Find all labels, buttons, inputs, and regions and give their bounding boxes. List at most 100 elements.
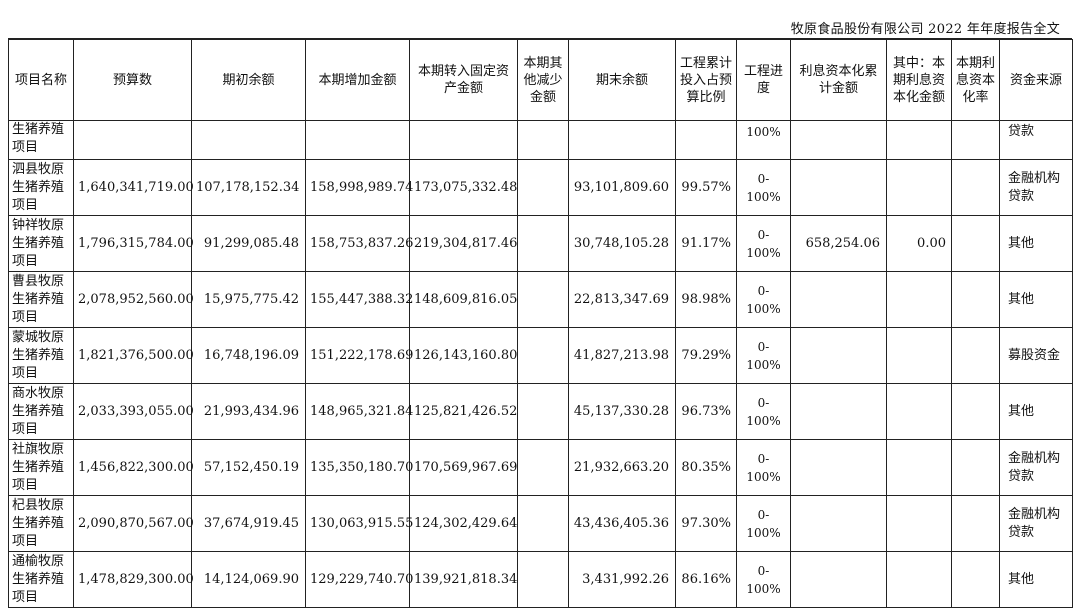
interest-cumulative-cell — [790, 495, 887, 552]
column-header: 预算数 — [73, 39, 192, 121]
increase-cell: 135,350,180.70 — [305, 439, 413, 496]
other-decrease-cell — [517, 159, 569, 216]
budget-ratio-cell: 99.57% — [675, 159, 737, 216]
increase-cell: 158,998,989.74 — [305, 159, 413, 216]
increase-cell: 151,222,178.69 — [305, 327, 413, 384]
progress-cell: 0-100% — [736, 271, 791, 328]
closing-balance-cell: 22,813,347.69 — [568, 271, 676, 328]
budget-ratio-cell: 86.16% — [675, 551, 737, 608]
closing-balance-cell: 3,431,992.26 — [568, 551, 676, 608]
project-name-cell: 泗县牧原生猪养殖项目 — [8, 159, 74, 216]
table-row: 蒙城牧原生猪养殖项目 1,821,376,500.00 16,748,196.09 1… — [8, 327, 1073, 384]
transfer-cell — [409, 120, 518, 160]
interest-rate-cell — [951, 327, 1000, 384]
other-decrease-cell — [517, 215, 569, 272]
closing-balance-cell: 93,101,809.60 — [568, 159, 676, 216]
budget-cell: 1,821,376,500.00 — [73, 327, 194, 384]
fund-source-cell: 募股资金 — [999, 327, 1073, 384]
opening-balance-cell: 37,674,919.45 — [191, 495, 306, 552]
project-name-cell: 商水牧原生猪养殖项目 — [8, 383, 74, 440]
increase-cell: 155,447,388.32 — [305, 271, 413, 328]
budget-ratio-cell: 79.29% — [675, 327, 737, 384]
budget-cell: 1,640,341,719.00 — [73, 159, 194, 216]
progress-cell: 0-100% — [736, 495, 791, 552]
project-name-cell: 钟祥牧原生猪养殖项目 — [8, 215, 74, 272]
increase-cell: 130,063,915.55 — [305, 495, 413, 552]
interest-current-cell: 0.00 — [886, 215, 952, 272]
budget-cell — [73, 120, 192, 160]
fund-source-cell: 贷款 — [999, 120, 1073, 160]
interest-current-cell — [886, 551, 952, 608]
opening-balance-cell: 14,124,069.90 — [191, 551, 306, 608]
interest-current-cell — [886, 383, 952, 440]
progress-cell: 0-100% — [736, 159, 791, 216]
column-header: 工程累计投入占预算比例 — [675, 39, 737, 121]
other-decrease-cell — [517, 439, 569, 496]
opening-balance-cell: 107,178,152.34 — [191, 159, 306, 216]
interest-cumulative-cell — [790, 271, 887, 328]
column-header: 其中：本期利息资本化金额 — [886, 39, 952, 121]
transfer-cell: 148,609,816.05 — [409, 271, 518, 328]
interest-rate-cell — [951, 495, 1000, 552]
closing-balance-cell: 21,932,663.20 — [568, 439, 676, 496]
transfer-cell: 219,304,817.46 — [409, 215, 518, 272]
closing-balance-cell: 45,137,330.28 — [568, 383, 676, 440]
column-header: 工程进度 — [736, 39, 791, 121]
interest-current-cell — [886, 120, 952, 160]
column-header: 本期其他减少金额 — [517, 39, 569, 121]
interest-rate-cell — [951, 215, 1000, 272]
opening-balance-cell: 16,748,196.09 — [191, 327, 306, 384]
budget-cell: 1,796,315,784.00 — [73, 215, 194, 272]
table-row: 杞县牧原生猪养殖项目 2,090,870,567.00 37,674,919.45 1… — [8, 495, 1073, 552]
interest-cumulative-cell — [790, 383, 887, 440]
table-row: 通榆牧原生猪养殖项目 1,478,829,300.00 14,124,069.90 1… — [8, 551, 1073, 608]
increase-cell — [305, 120, 410, 160]
column-header: 本期利息资本化率 — [951, 39, 1000, 121]
interest-rate-cell — [951, 271, 1000, 328]
closing-balance-cell: 43,436,405.36 — [568, 495, 676, 552]
project-name-cell: 生猪养殖项目 — [8, 120, 74, 160]
budget-ratio-cell — [675, 120, 737, 160]
progress-cell: 0-100% — [736, 215, 791, 272]
budget-ratio-cell: 98.98% — [675, 271, 737, 328]
fund-source-cell: 其他 — [999, 215, 1073, 272]
other-decrease-cell — [517, 120, 569, 160]
interest-cumulative-cell — [790, 439, 887, 496]
table-row: 泗县牧原生猪养殖项目 1,640,341,719.00 107,178,152.34… — [8, 159, 1073, 216]
interest-current-cell — [886, 495, 952, 552]
budget-ratio-cell: 91.17% — [675, 215, 737, 272]
page-header: 牧原食品股份有限公司 2022 年年度报告全文 — [790, 22, 1060, 37]
fund-source-cell: 金融机构贷款 — [999, 159, 1073, 216]
budget-ratio-cell: 97.30% — [675, 495, 737, 552]
transfer-cell: 170,569,967.69 — [409, 439, 518, 496]
project-name-cell: 曹县牧原生猪养殖项目 — [8, 271, 74, 328]
header-rule — [8, 38, 1072, 39]
interest-current-cell — [886, 271, 952, 328]
project-name-cell: 通榆牧原生猪养殖项目 — [8, 551, 74, 608]
construction-projects-table: 项目名称 预算数 期初余额 本期增加金额 本期转入固定资产金额 本期其他减少金额 期末余额工… — [8, 39, 1073, 608]
increase-cell: 129,229,740.70 — [305, 551, 413, 608]
table-row: 社旗牧原生猪养殖项目 1,456,822,300.00 57,152,450.19 1… — [8, 439, 1073, 496]
progress-cell: 0-100% — [736, 327, 791, 384]
opening-balance-cell: 21,993,434.96 — [191, 383, 306, 440]
project-name-cell: 蒙城牧原生猪养殖项目 — [8, 327, 74, 384]
budget-cell: 2,078,952,560.00 — [73, 271, 194, 328]
interest-rate-cell — [951, 120, 1000, 160]
interest-cumulative-cell — [790, 159, 887, 216]
progress-cell: 0-100% — [736, 551, 791, 608]
project-name-cell: 社旗牧原生猪养殖项目 — [8, 439, 74, 496]
fund-source-cell: 金融机构贷款 — [999, 495, 1073, 552]
transfer-cell: 125,821,426.52 — [409, 383, 518, 440]
interest-rate-cell — [951, 383, 1000, 440]
table-row: 商水牧原生猪养殖项目 2,033,393,055.00 21,993,434.96 1… — [8, 383, 1073, 440]
column-header: 利息资本化累计金额 — [790, 39, 887, 121]
table-row: 钟祥牧原生猪养殖项目 1,796,315,784.00 91,299,085.48 1… — [8, 215, 1073, 272]
budget-cell: 2,033,393,055.00 — [73, 383, 194, 440]
budget-ratio-cell: 96.73% — [675, 383, 737, 440]
closing-balance-cell — [568, 120, 676, 160]
interest-rate-cell — [951, 439, 1000, 496]
column-header: 本期转入固定资产金额 — [409, 39, 518, 121]
budget-cell: 1,478,829,300.00 — [73, 551, 194, 608]
transfer-cell: 126,143,160.80 — [409, 327, 518, 384]
interest-rate-cell — [951, 551, 1000, 608]
